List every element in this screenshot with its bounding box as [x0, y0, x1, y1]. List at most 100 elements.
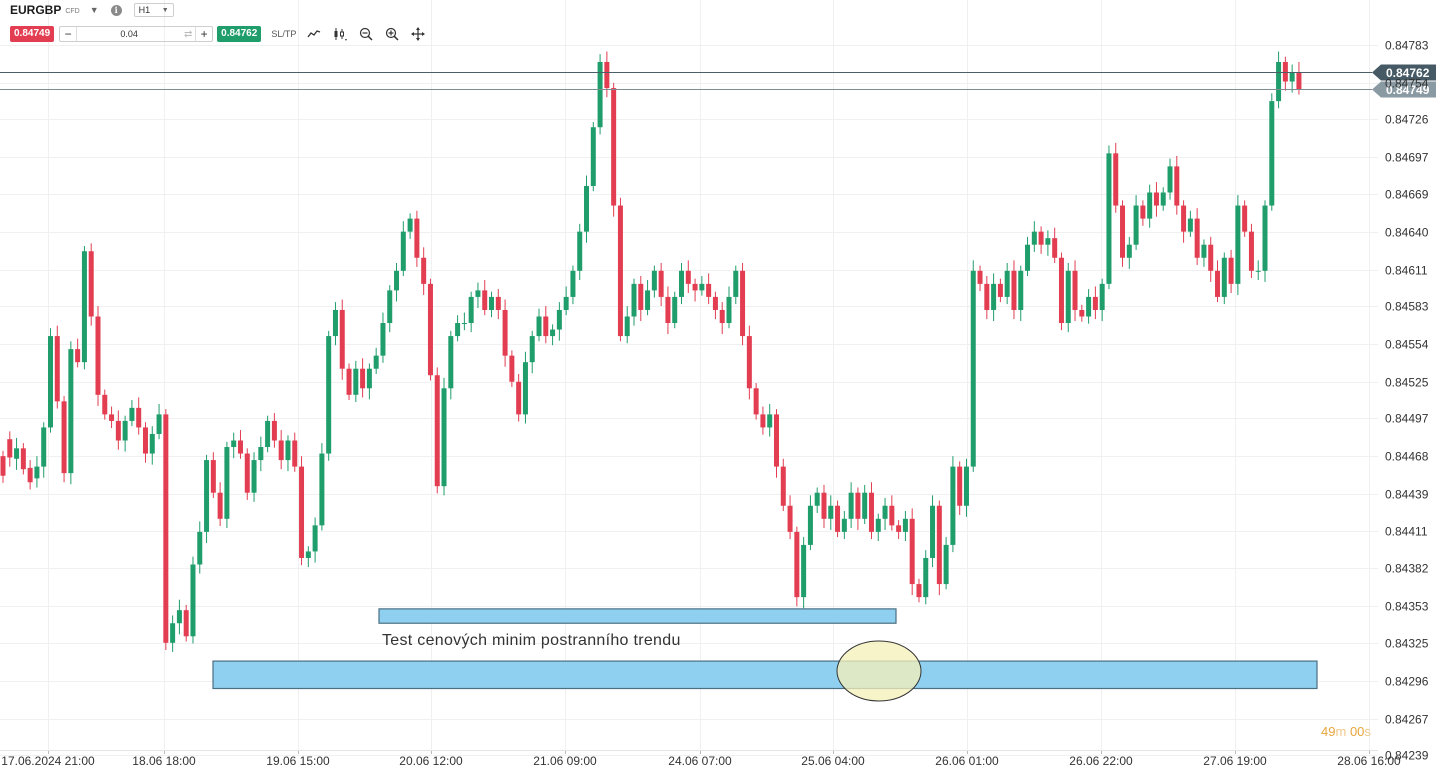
candle-body — [699, 283, 705, 291]
candle-body — [970, 270, 976, 467]
x-tick-label: 28.06 16:00 — [1337, 754, 1401, 768]
countdown-minutes-unit: m — [1335, 724, 1347, 739]
x-tick-label: 26.06 01:00 — [935, 754, 999, 768]
move-icon[interactable] — [410, 26, 426, 42]
x-tick-label: 20.06 12:00 — [399, 754, 463, 768]
candle-body — [1276, 61, 1282, 102]
candle-body — [590, 127, 596, 186]
candle-body — [1201, 244, 1207, 258]
candle-body — [271, 420, 277, 441]
candle-body — [210, 460, 216, 493]
candle-body — [1167, 166, 1173, 193]
sltp-button[interactable]: SL/TP — [271, 29, 297, 39]
price-label-badge — [1372, 81, 1436, 98]
quantity-stepper[interactable]: − 0.04 ⇄ + — [59, 26, 214, 42]
chart-grid — [0, 0, 1378, 756]
candle-body — [427, 283, 433, 376]
candle-body — [7, 439, 13, 458]
candle-body — [407, 218, 413, 232]
candle-body — [237, 440, 243, 454]
candle-body — [95, 316, 101, 395]
x-tick-label: 26.06 22:00 — [1069, 754, 1133, 768]
candle-body — [380, 323, 386, 356]
candle-body — [1160, 192, 1166, 206]
candle-body — [1106, 153, 1112, 284]
candle-body — [156, 414, 162, 434]
increase-button[interactable]: + — [200, 27, 208, 41]
candle-body — [1289, 72, 1295, 82]
candle-body — [1262, 205, 1268, 271]
x-tick-label: 19.06 15:00 — [266, 754, 330, 768]
candle-body — [360, 368, 366, 389]
swap-icon[interactable]: ⇄ — [183, 28, 193, 40]
candle-body — [692, 283, 698, 291]
candle-body — [1242, 205, 1248, 232]
candle-body — [394, 270, 400, 291]
candlestick-icon[interactable] — [332, 26, 348, 42]
candle-body — [305, 551, 311, 558]
time-axis: 17.06.2024 21:00 18.06 18:00 19.06 15:00 20… — [0, 750, 1401, 768]
candle-body — [1052, 238, 1058, 258]
candle-body — [1031, 231, 1037, 245]
candle-body — [1092, 296, 1098, 310]
candle-body — [936, 505, 942, 585]
candle-body — [319, 453, 325, 526]
candle-body — [889, 505, 895, 526]
countdown-minutes: 49 — [1321, 724, 1336, 739]
candle-body — [712, 296, 718, 310]
info-icon[interactable]: i — [110, 4, 122, 16]
candle-body — [122, 420, 128, 441]
candle-body — [41, 427, 47, 467]
candle-body — [1282, 61, 1288, 82]
candle-body — [930, 505, 936, 558]
symbol-name[interactable]: EURGBP — [10, 3, 62, 17]
quantity-input[interactable]: 0.04 — [120, 29, 138, 39]
y-tick-label: 0.84296 — [1385, 675, 1429, 689]
y-tick-label: 0.84468 — [1385, 450, 1429, 464]
candle-body — [149, 433, 155, 454]
chevron-down-icon[interactable]: ▼ — [89, 5, 99, 15]
zoom-out-icon[interactable] — [358, 26, 374, 42]
candle-body — [631, 283, 637, 317]
zoom-in-icon[interactable] — [384, 26, 400, 42]
y-tick-label: 0.84697 — [1385, 151, 1429, 165]
candle-body — [997, 283, 1003, 297]
x-tick-label: 25.06 04:00 — [801, 754, 865, 768]
candle-body — [190, 564, 196, 637]
price-axis: 0.84783 0.84754 0.84726 0.84697 0.84669 0.846… — [1385, 39, 1429, 763]
instrument-type-label: CFD — [65, 8, 80, 15]
chart-annotations: Test cenových minim postranního trendu — [212, 608, 1318, 702]
candle-body — [339, 309, 345, 369]
sell-button[interactable]: 0.84749 — [10, 26, 55, 42]
candle-body — [163, 414, 169, 643]
candle-body — [1133, 205, 1139, 245]
candle-body — [292, 440, 298, 467]
candle-body — [902, 518, 908, 532]
decrease-button[interactable]: − — [64, 27, 72, 41]
candle-body — [1086, 296, 1092, 317]
candle-body — [991, 283, 997, 310]
candle-body — [102, 394, 108, 415]
candle-body — [563, 296, 569, 310]
symbol-row: EURGBP CFD ▼ i H1 ▼ — [10, 2, 174, 18]
candle-body — [346, 368, 352, 395]
candle-body — [577, 231, 583, 271]
y-tick-label: 0.84239 — [1385, 749, 1429, 763]
candle-body — [75, 349, 81, 363]
line-chart-icon[interactable] — [306, 26, 322, 42]
candle-body — [624, 316, 630, 337]
timeframe-select[interactable]: H1 ▼ — [133, 3, 174, 17]
candle-body — [638, 283, 644, 310]
candle-body — [1072, 270, 1078, 310]
y-tick-label: 0.84783 — [1385, 39, 1429, 53]
candle-body — [617, 205, 623, 337]
candle-body — [1079, 309, 1085, 317]
x-tick-label: 18.06 18:00 — [132, 754, 196, 768]
trading-toolbar: EURGBP CFD ▼ i H1 ▼ 0.84749 − 0.04 ⇄ + 0… — [0, 0, 1380, 46]
candle-body — [326, 336, 332, 454]
candle-body — [909, 518, 915, 585]
candle-body — [828, 505, 834, 519]
buy-button[interactable]: 0.84762 — [217, 26, 262, 42]
candle-body — [1140, 205, 1146, 219]
